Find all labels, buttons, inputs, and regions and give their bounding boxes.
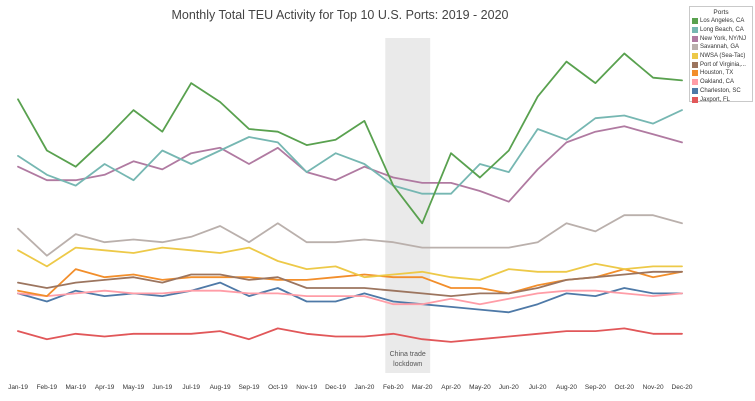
x-tick-label: Nov-19: [296, 384, 317, 391]
legend-swatch: [692, 18, 698, 25]
x-tick-label: Oct-20: [615, 384, 635, 391]
legend-items: Los Angeles, CA Long Beach, CA New York, N…: [692, 17, 750, 104]
x-tick-label: Jan-19: [8, 384, 28, 391]
legend-item: Oakland, CA: [692, 78, 750, 87]
x-tick-label: Apr-19: [95, 384, 115, 391]
legend-swatch: [692, 53, 698, 60]
x-tick-label: Nov-20: [643, 384, 664, 391]
legend-label: Jaxport, FL: [700, 96, 731, 103]
series-line-8: [17, 281, 683, 314]
legend-title: Ports: [713, 9, 729, 16]
series-line-2: [17, 125, 683, 203]
legend-label: Long Beach, CA: [700, 27, 744, 34]
x-tick-label: May-20: [469, 384, 491, 391]
legend-swatch: [692, 27, 698, 34]
legend-item: Houston, TX: [692, 69, 750, 78]
x-tick-label: Oct-19: [268, 384, 288, 391]
x-tick-label: May-19: [123, 384, 145, 391]
series-line-1: [17, 109, 683, 195]
x-tick-label: Jan-20: [354, 384, 374, 391]
x-tick-label: Jun-20: [499, 384, 519, 391]
legend-item: Los Angeles, CA: [692, 17, 750, 26]
x-tick-label: Sep-20: [585, 384, 606, 391]
legend-item: NWSA (Sea-Tac): [692, 52, 750, 61]
x-tick-label: Aug-19: [210, 384, 231, 391]
x-tick-label: Jul-20: [529, 384, 547, 391]
legend-label: Los Angeles, CA: [700, 18, 745, 25]
legend-item: Savannah, GA: [692, 43, 750, 52]
x-tick-label: Aug-20: [556, 384, 577, 391]
series-line-4: [17, 246, 683, 281]
legend-swatch: [692, 61, 698, 68]
x-tick-label: Jun-19: [152, 384, 172, 391]
chart-title: Monthly Total TEU Activity for Top 10 U.…: [171, 8, 509, 22]
legend-swatch: [692, 70, 698, 77]
series-line-3: [17, 214, 683, 257]
x-tick-label: Mar-20: [412, 384, 433, 391]
x-tick-label: Feb-20: [383, 384, 404, 391]
legend-label: Houston, TX: [700, 70, 734, 77]
x-tick-label: Jul-19: [182, 384, 200, 391]
x-tick-label: Dec-20: [672, 384, 693, 391]
legend-swatch: [692, 79, 698, 86]
legend-label: NWSA (Sea-Tac): [700, 53, 746, 60]
legend-label: Port of Virginia,...: [700, 61, 746, 68]
legend: Ports Los Angeles, CA Long Beach, CA New Y…: [689, 6, 753, 104]
legend-swatch: [692, 35, 698, 42]
x-tick-label: Dec-19: [325, 384, 346, 391]
legend-label: Oakland, CA: [700, 79, 735, 86]
x-tick-label: Sep-19: [238, 384, 259, 391]
legend-item: Jaxport, FL: [692, 95, 750, 104]
series-line-9: [17, 327, 683, 343]
series-line-0: [17, 52, 683, 225]
legend-label: Charleston, SC: [700, 87, 741, 94]
legend-item: Long Beach, CA: [692, 26, 750, 35]
legend-item: New York, NY/NJ: [692, 34, 750, 43]
series-line-7: [17, 289, 683, 306]
series-line-5: [17, 270, 683, 298]
legend-swatch: [692, 96, 698, 103]
legend-item: Port of Virginia,...: [692, 60, 750, 69]
legend-item: Charleston, SC: [692, 87, 750, 96]
legend-label: Savannah, GA: [700, 44, 740, 51]
legend-label: New York, NY/NJ: [700, 35, 747, 42]
x-tick-label: Mar-19: [65, 384, 86, 391]
x-tick-label: Feb-19: [37, 384, 58, 391]
annotation-text-line1: China trade: [390, 351, 426, 358]
annotation-text-line2: lockdown: [393, 361, 422, 368]
x-tick-label: Apr-20: [441, 384, 461, 391]
legend-swatch: [692, 87, 698, 94]
legend-swatch: [692, 44, 698, 51]
